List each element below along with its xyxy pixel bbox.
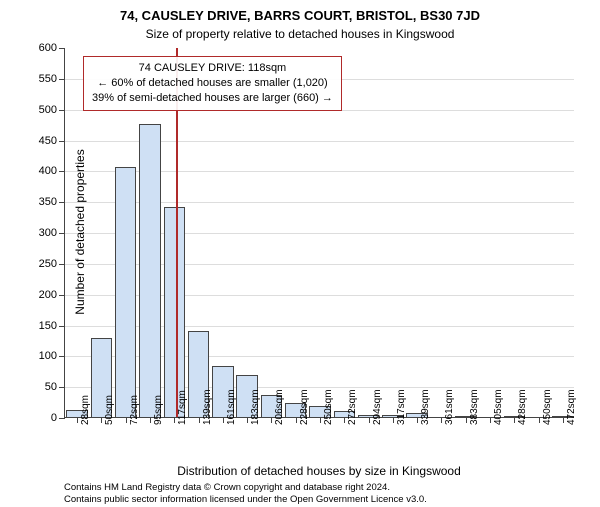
x-tick-label: 139sqm xyxy=(202,389,213,425)
x-tick xyxy=(417,417,418,423)
x-tick-label: 161sqm xyxy=(226,389,237,425)
histogram-chart: 05010015020025030035040045050055060028sq… xyxy=(64,48,574,418)
x-tick xyxy=(514,417,515,423)
page-title: 74, CAUSLEY DRIVE, BARRS COURT, BRISTOL,… xyxy=(0,0,600,23)
x-tick xyxy=(296,417,297,423)
x-tick-label: 117sqm xyxy=(177,390,188,425)
x-tick xyxy=(539,417,540,423)
x-tick-label: 250sqm xyxy=(323,389,334,425)
x-tick-label: 472sqm xyxy=(566,389,577,425)
page-subtitle: Size of property relative to detached ho… xyxy=(0,23,600,47)
x-tick-label: 361sqm xyxy=(444,389,455,425)
x-tick-label: 428sqm xyxy=(517,389,528,425)
x-tick xyxy=(320,417,321,423)
x-tick xyxy=(126,417,127,423)
y-tick-label: 450 xyxy=(39,135,65,147)
x-tick xyxy=(344,417,345,423)
x-tick-label: 228sqm xyxy=(299,389,310,425)
x-tick xyxy=(490,417,491,423)
x-tick-label: 28sqm xyxy=(80,395,91,425)
x-tick-label: 339sqm xyxy=(420,389,431,425)
histogram-bar xyxy=(139,124,160,417)
x-tick-label: 405sqm xyxy=(493,389,504,425)
y-tick-label: 200 xyxy=(39,289,65,301)
footer-line-1: Contains HM Land Registry data © Crown c… xyxy=(64,482,427,494)
x-tick-label: 72sqm xyxy=(129,395,140,425)
x-tick-label: 450sqm xyxy=(542,389,553,425)
x-tick xyxy=(466,417,467,423)
y-axis-title: Number of detached properties xyxy=(73,92,87,372)
x-axis-title: Distribution of detached houses by size … xyxy=(64,464,574,478)
x-tick-label: 294sqm xyxy=(372,389,383,425)
x-tick xyxy=(247,417,248,423)
x-tick xyxy=(369,417,370,423)
x-tick xyxy=(563,417,564,423)
x-tick xyxy=(174,417,175,423)
annotation-line-2: ← 60% of detached houses are smaller (1,… xyxy=(92,76,333,91)
annotation-line-1: 74 CAUSLEY DRIVE: 118sqm xyxy=(92,61,333,76)
y-tick-label: 600 xyxy=(39,42,65,54)
x-tick-label: 317sqm xyxy=(396,389,407,425)
y-tick-label: 400 xyxy=(39,165,65,177)
x-tick-label: 95sqm xyxy=(153,395,164,425)
x-tick xyxy=(77,417,78,423)
y-tick-label: 350 xyxy=(39,196,65,208)
x-tick-label: 383sqm xyxy=(469,389,480,425)
x-tick xyxy=(101,417,102,423)
x-tick-label: 50sqm xyxy=(104,395,115,425)
x-tick xyxy=(441,417,442,423)
histogram-bar xyxy=(115,167,136,417)
x-tick xyxy=(150,417,151,423)
y-tick-label: 250 xyxy=(39,258,65,270)
x-tick xyxy=(393,417,394,423)
y-tick-label: 550 xyxy=(39,73,65,85)
x-tick-label: 206sqm xyxy=(274,389,285,425)
annotation-line-3: 39% of semi-detached houses are larger (… xyxy=(92,91,333,106)
x-tick xyxy=(223,417,224,423)
y-tick-label: 100 xyxy=(39,350,65,362)
footer-line-2: Contains public sector information licen… xyxy=(64,494,427,506)
y-tick-label: 50 xyxy=(45,381,65,393)
y-tick-label: 0 xyxy=(51,412,65,424)
property-annotation-box: 74 CAUSLEY DRIVE: 118sqm← 60% of detache… xyxy=(83,56,342,111)
x-tick-label: 272sqm xyxy=(347,389,358,425)
y-tick-label: 500 xyxy=(39,104,65,116)
x-tick xyxy=(271,417,272,423)
footer-attribution: Contains HM Land Registry data © Crown c… xyxy=(64,482,427,507)
x-tick xyxy=(199,417,200,423)
y-tick-label: 150 xyxy=(39,320,65,332)
histogram-bar xyxy=(164,207,185,417)
y-tick-label: 300 xyxy=(39,227,65,239)
x-tick-label: 183sqm xyxy=(250,389,261,425)
